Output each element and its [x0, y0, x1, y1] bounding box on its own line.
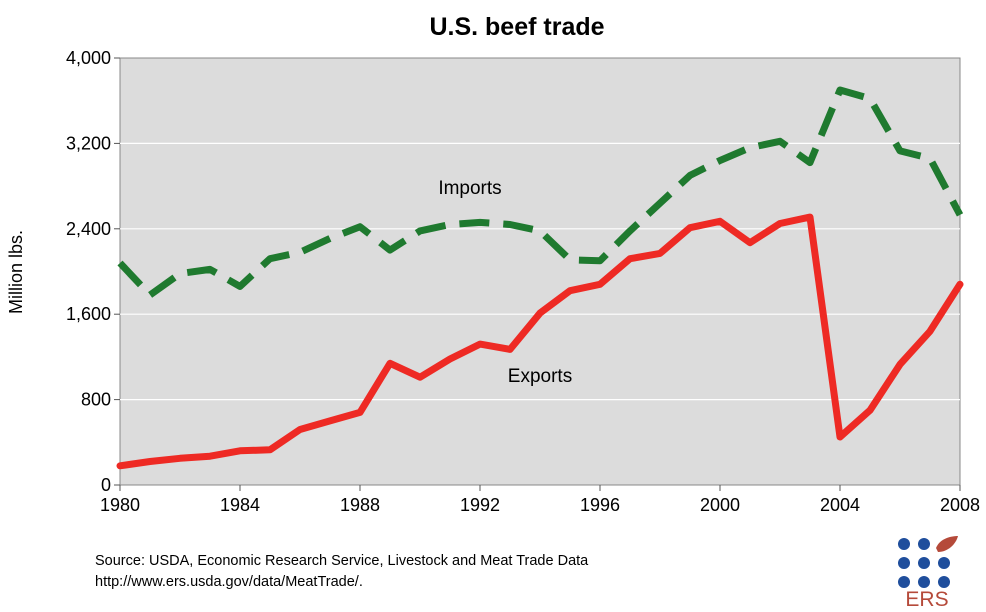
x-axis: 1980 1984 1988 1992 1996 2000 2004 2008	[100, 485, 980, 515]
logo-dot	[918, 576, 930, 588]
source-note: Source: USDA, Economic Research Service,…	[95, 551, 588, 593]
x-tick-label: 2000	[700, 495, 740, 515]
y-axis: 0 800 1,600 2,400 3,200 4,000	[66, 48, 120, 495]
x-tick-label: 2008	[940, 495, 980, 515]
x-tick-label: 1984	[220, 495, 260, 515]
logo-dot	[898, 557, 910, 569]
leaf-icon	[936, 536, 958, 552]
x-tick-label: 1988	[340, 495, 380, 515]
y-tick-label: 1,600	[66, 304, 111, 324]
logo-dot	[918, 538, 930, 550]
plot-area	[119, 57, 961, 486]
logo-dot	[938, 557, 950, 569]
source-url[interactable]: http://www.ers.usda.gov/data/MeatTrade/.	[95, 574, 363, 590]
logo-dot	[898, 576, 910, 588]
x-tick-label: 1996	[580, 495, 620, 515]
x-tick-label: 1980	[100, 495, 140, 515]
series-line-exports	[116, 213, 964, 470]
y-tick-label: 4,000	[66, 48, 111, 68]
logo-dot	[898, 538, 910, 550]
logo-dot	[938, 576, 950, 588]
y-tick-label: 3,200	[66, 133, 111, 153]
ers-logo: ERS	[898, 536, 958, 610]
y-tick-label: 800	[81, 390, 111, 410]
series-label-exports: Exports	[508, 366, 572, 387]
series-label-imports: Imports	[438, 178, 501, 199]
chart-title: U.S. beef trade	[429, 13, 604, 41]
x-tick-label: 1992	[460, 495, 500, 515]
y-axis-label: Million lbs.	[6, 230, 26, 314]
ers-logo-text: ERS	[905, 588, 948, 610]
series-lines	[116, 86, 964, 470]
y-tick-label: 0	[101, 475, 111, 495]
x-tick-label: 2004	[820, 495, 860, 515]
ers-logo-dots	[898, 538, 950, 588]
y-tick-label: 2,400	[66, 219, 111, 239]
logo-dot	[918, 557, 930, 569]
source-text: Source: USDA, Economic Research Service,…	[95, 553, 589, 569]
